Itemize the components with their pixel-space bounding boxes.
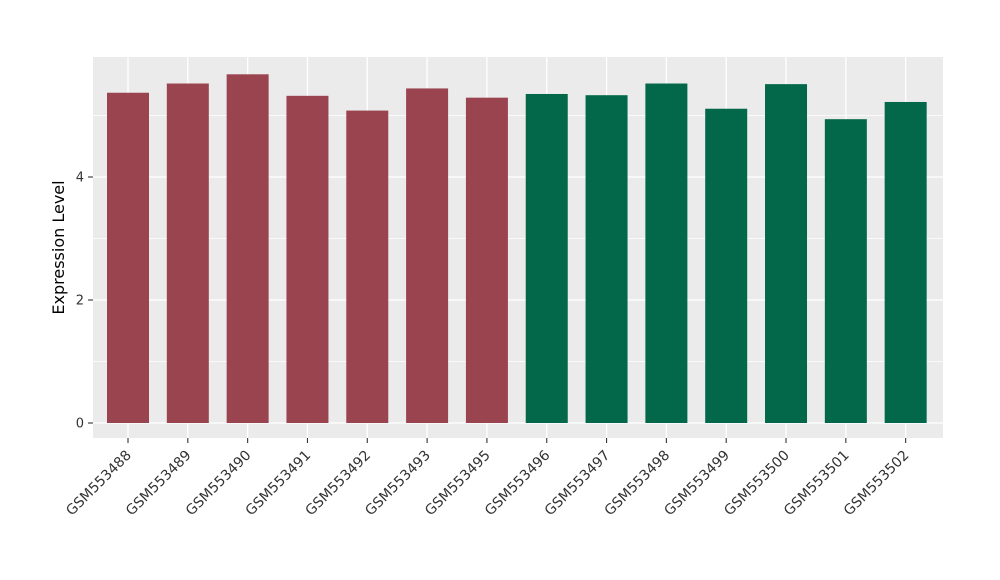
bar-GSM553492 (346, 110, 389, 423)
bar-GSM553495 (465, 97, 508, 423)
plot-panel-background (93, 57, 943, 438)
bar-GSM553499 (705, 108, 748, 424)
y-tick-label-2: 2 (76, 294, 84, 309)
y-axis-title: Expression Level (49, 180, 68, 314)
bar-GSM553497 (585, 95, 628, 423)
bar-GSM553500 (765, 84, 808, 423)
y-tick-label-4: 4 (76, 171, 84, 186)
bar-GSM553491 (286, 95, 329, 423)
bars-layer (107, 74, 927, 424)
bar-GSM553490 (226, 74, 269, 424)
bar-GSM553501 (824, 119, 867, 423)
bar-GSM553502 (884, 101, 927, 423)
bar-GSM553489 (166, 83, 209, 424)
bar-GSM553498 (645, 83, 688, 424)
bar-GSM553488 (107, 92, 149, 424)
plot-panel-layer (93, 57, 943, 438)
bar-GSM553496 (525, 93, 568, 423)
bar-GSM553493 (406, 88, 449, 423)
y-tick-label-0: 0 (76, 417, 84, 432)
